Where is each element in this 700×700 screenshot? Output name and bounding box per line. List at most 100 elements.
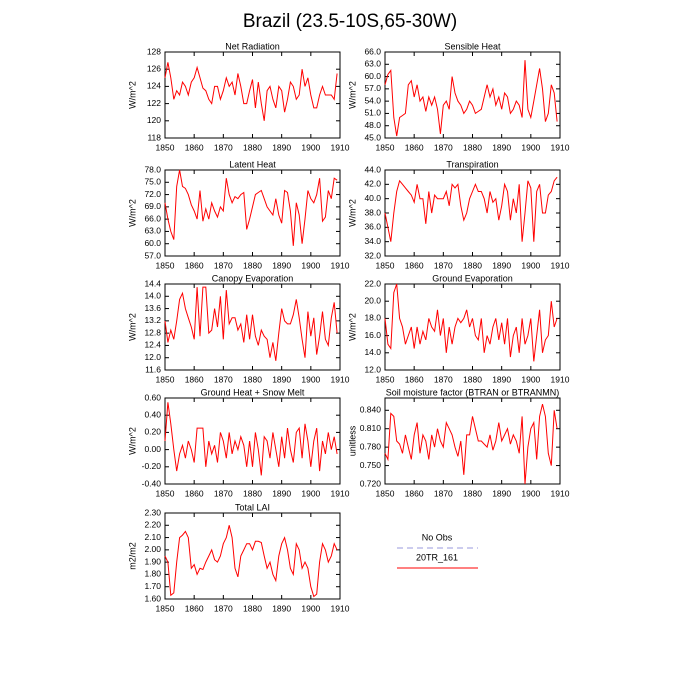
y-tick-label: 122 <box>147 98 161 108</box>
y-tick-label: 18.0 <box>364 313 381 323</box>
x-tick-label: 1850 <box>376 142 395 152</box>
x-tick-label: 1910 <box>331 374 350 384</box>
x-tick-label: 1910 <box>551 374 570 384</box>
panel-title: Net Radiation <box>225 41 280 51</box>
x-tick-label: 1900 <box>521 374 540 384</box>
plot-frame <box>164 169 341 257</box>
y-tick-label: 120 <box>147 115 161 125</box>
y-tick-label: 38.0 <box>364 207 381 217</box>
y-tick-label: 118 <box>147 132 161 142</box>
y-tick-label: 36.0 <box>364 222 381 232</box>
y-tick-label: 0.60 <box>144 392 161 402</box>
y-tick-label: 14.0 <box>144 291 161 301</box>
y-tick-label: 128 <box>147 46 161 56</box>
y-tick-label: 2.20 <box>144 520 161 530</box>
y-tick-label: 0.840 <box>360 405 382 415</box>
panel-title: Transpiration <box>446 159 498 169</box>
data-line <box>384 176 558 242</box>
y-tick-label: 0.00 <box>144 444 161 454</box>
x-tick-label: 1890 <box>492 260 511 270</box>
x-tick-label: 1900 <box>301 260 320 270</box>
y-tick-label: 1.90 <box>144 556 161 566</box>
plot-frame <box>164 512 341 600</box>
x-tick-label: 1870 <box>214 374 233 384</box>
x-tick-label: 1890 <box>272 488 291 498</box>
y-tick-label: 16.0 <box>364 330 381 340</box>
data-line <box>164 62 338 121</box>
y-tick-label: 13.2 <box>144 315 161 325</box>
x-tick-label: 1850 <box>156 260 175 270</box>
x-tick-label: 1890 <box>492 142 511 152</box>
x-tick-label: 1870 <box>434 374 453 384</box>
panel-title: Latent Heat <box>229 159 276 169</box>
y-tick-label: 14.0 <box>364 347 381 357</box>
x-tick-label: 1880 <box>463 374 482 384</box>
figure-title: Brazil (23.5-10S,65-30W) <box>243 11 457 32</box>
x-tick-label: 1850 <box>156 142 175 152</box>
x-tick-label: 1900 <box>521 260 540 270</box>
y-tick-label: 45.0 <box>364 132 381 142</box>
y-tick-label: 13.6 <box>144 303 161 313</box>
x-tick-label: 1910 <box>551 142 570 152</box>
x-tick-label: 1880 <box>463 488 482 498</box>
x-tick-label: 1870 <box>434 488 453 498</box>
y-axis-label: W/m^2 <box>127 199 137 227</box>
x-tick-label: 1860 <box>405 374 424 384</box>
panel-title: Sensible Heat <box>444 41 501 51</box>
y-tick-label: 42.0 <box>364 179 381 189</box>
x-tick-label: 1860 <box>405 142 424 152</box>
y-tick-label: 20.0 <box>364 295 381 305</box>
y-tick-label: 12.0 <box>144 352 161 362</box>
x-tick-label: 1890 <box>272 603 291 613</box>
x-tick-label: 1880 <box>243 603 262 613</box>
y-tick-label: 34.0 <box>364 236 381 246</box>
data-line <box>384 403 558 485</box>
x-tick-label: 1890 <box>492 488 511 498</box>
y-tick-label: 66.0 <box>144 213 161 223</box>
y-tick-label: 1.70 <box>144 581 161 591</box>
x-tick-label: 1870 <box>214 260 233 270</box>
x-tick-label: 1890 <box>272 260 291 270</box>
y-axis-label: unitless <box>347 425 357 456</box>
x-tick-label: 1900 <box>521 142 540 152</box>
y-tick-label: 0.750 <box>360 460 382 470</box>
x-tick-label: 1860 <box>185 374 204 384</box>
x-tick-label: 1850 <box>376 260 395 270</box>
y-tick-label: 12.0 <box>364 364 381 374</box>
panel-title: Ground Evaporation <box>432 273 513 283</box>
y-tick-label: 72.0 <box>144 189 161 199</box>
legend-label: No Obs <box>422 532 453 542</box>
y-tick-label: 40.0 <box>364 193 381 203</box>
y-tick-label: 69.0 <box>144 201 161 211</box>
data-line <box>384 60 558 137</box>
y-tick-label: 75.0 <box>144 177 161 187</box>
x-tick-label: 1910 <box>331 603 350 613</box>
y-tick-label: 126 <box>147 63 161 73</box>
data-line <box>164 402 338 476</box>
y-tick-label: 60.0 <box>364 71 381 81</box>
x-tick-label: 1880 <box>243 142 262 152</box>
y-tick-label: 14.4 <box>144 278 161 288</box>
x-tick-label: 1880 <box>243 488 262 498</box>
y-tick-label: 0.20 <box>144 427 161 437</box>
panel-title: Soil moisture factor (BTRAN or BTRANMN) <box>386 387 560 397</box>
y-axis-label: W/m^2 <box>127 427 137 455</box>
y-tick-label: 124 <box>147 81 161 91</box>
x-tick-label: 1870 <box>214 142 233 152</box>
x-tick-label: 1860 <box>185 488 204 498</box>
y-tick-label: 63.0 <box>364 59 381 69</box>
plot-frame <box>164 51 341 139</box>
legend-label: 20TR_161 <box>416 552 458 562</box>
x-tick-label: 1870 <box>434 260 453 270</box>
x-tick-label: 1850 <box>156 374 175 384</box>
data-line <box>164 169 338 246</box>
x-tick-label: 1900 <box>521 488 540 498</box>
y-axis-label: W/m^2 <box>127 81 137 109</box>
x-tick-label: 1910 <box>551 488 570 498</box>
plot-frame <box>384 169 561 257</box>
y-tick-label: 78.0 <box>144 164 161 174</box>
x-tick-label: 1870 <box>214 488 233 498</box>
x-tick-label: 1910 <box>331 142 350 152</box>
x-tick-label: 1850 <box>376 488 395 498</box>
